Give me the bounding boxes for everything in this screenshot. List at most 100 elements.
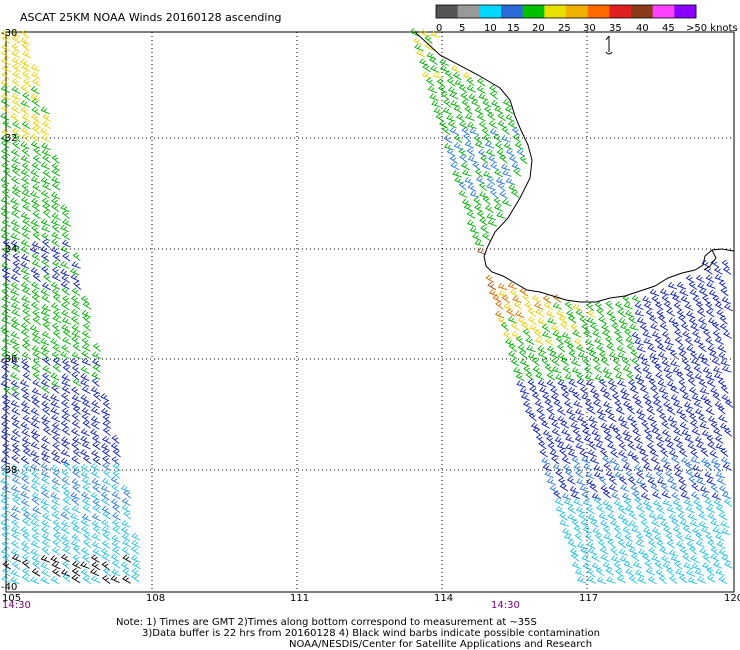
wind-barb-icon: [531, 357, 540, 367]
wind-barb-icon: [603, 428, 612, 437]
wind-barb-icon: [123, 510, 132, 520]
wind-barb-icon: [530, 422, 541, 431]
wind-barb-icon: [82, 575, 91, 584]
lat-lon-grid: [6, 32, 734, 592]
wind-barb-icon: [547, 345, 557, 354]
wind-barb-icon: [541, 357, 550, 367]
wind-barb-icon: [486, 182, 496, 191]
wind-barb-icon: [32, 350, 42, 359]
wind-barb-icon: [62, 336, 72, 345]
wind-barb-icon: [490, 162, 500, 171]
wind-barb-icon: [61, 436, 71, 445]
wind-barb-icon: [92, 364, 101, 373]
wind-barb-icon: [672, 294, 682, 303]
wind-barb-icon: [51, 497, 61, 506]
wind-barb-icon: [41, 400, 51, 409]
wind-barb-icon: [568, 386, 578, 395]
wind-barb-icon: [40, 450, 51, 458]
wind-barb-icon: [508, 154, 518, 164]
wind-barb-icon: [561, 331, 572, 339]
wind-barb-icon: [692, 295, 702, 305]
wind-barb-icon: [690, 419, 699, 429]
wind-barb-icon: [61, 344, 70, 353]
legend-swatch: [501, 5, 524, 18]
wind-barb-icon: [31, 330, 41, 339]
wind-barb-icon: [12, 496, 21, 506]
wind-barb-icon: [40, 561, 50, 570]
wind-barb-icon: [604, 434, 614, 444]
wind-barb-icon: [605, 336, 614, 345]
wind-barb-icon: [629, 323, 639, 331]
wind-barb-icon: [661, 294, 671, 304]
wind-barb-icon: [41, 120, 51, 129]
wind-barb-icon: [11, 406, 21, 416]
wind-barb-icon: [719, 315, 728, 325]
wind-barb-icon: [460, 161, 470, 171]
wind-barb-icon: [691, 562, 702, 570]
wind-barb-icon: [81, 399, 91, 408]
wind-barb-icon: [72, 405, 81, 415]
wind-barb-icon: [697, 575, 707, 584]
wind-barb-icon: [0, 134, 10, 143]
wind-barb-icon: [31, 492, 42, 500]
wind-barb-icon: [60, 245, 70, 254]
wind-barb-icon: [20, 155, 30, 164]
wind-barb-icon: [493, 133, 502, 143]
wind-barb-icon: [11, 105, 21, 114]
wind-barb-icon: [91, 358, 101, 367]
wind-barb-icon: [91, 513, 101, 522]
wind-barb-icon: [670, 359, 680, 367]
lon-label: 111: [290, 593, 309, 604]
wind-barb-icon: [576, 344, 586, 353]
wind-barb-icon: [10, 113, 20, 122]
wind-barb-icon: [20, 84, 30, 94]
wind-barb-icon: [705, 406, 715, 416]
wind-barb-icon: [81, 497, 91, 507]
wind-barb-icon: [70, 491, 80, 500]
wind-barb-icon: [588, 441, 597, 451]
wind-barb-icon: [497, 112, 506, 122]
wind-barb-icon: [22, 463, 32, 472]
wind-barb-icon: [10, 569, 20, 578]
wind-barb-icon: [499, 154, 508, 164]
wind-barb-icon: [472, 232, 482, 241]
wind-barb-icon: [92, 547, 102, 557]
lon-label: 105: [2, 593, 21, 604]
wind-barb-icon: [42, 512, 51, 522]
wind-barb-icon: [719, 422, 730, 431]
wind-barb-icon: [701, 259, 711, 268]
wind-barb-icon: [602, 329, 612, 338]
wind-barb-icon: [80, 561, 90, 569]
wind-barb-icon: [444, 70, 454, 79]
wind-barb-icon: [41, 330, 51, 339]
wind-barb-icon: [40, 498, 50, 506]
wind-barb-icon: [41, 349, 50, 359]
wind-barb-icon: [71, 441, 80, 451]
wind-barb-icon: [40, 576, 50, 585]
wind-barb-icon: [605, 567, 614, 576]
wind-barb-icon: [720, 384, 729, 394]
wind-barb-icon: [60, 204, 70, 213]
wind-barb-icon: [100, 407, 111, 416]
wind-barb-icon: [591, 492, 602, 500]
wind-barb-icon: [718, 279, 728, 289]
wind-barb-icon: [11, 162, 21, 171]
wind-barb-icon: [642, 295, 652, 303]
wind-barb-icon: [460, 92, 470, 101]
wind-barb-icon: [446, 148, 456, 157]
wind-barb-icon: [526, 344, 536, 353]
wind-barb-icon: [569, 486, 580, 494]
wind-barb-icon: [72, 484, 81, 493]
wind-barb-icon: [42, 169, 52, 178]
wind-barb-icon: [672, 525, 682, 535]
wind-barb-icon: [687, 442, 697, 451]
wind-barb-icon: [665, 344, 675, 352]
wind-barb-icon: [72, 378, 82, 387]
wind-barb-icon: [439, 58, 449, 66]
wind-barb-icon: [1, 182, 10, 192]
wind-barb-icon: [549, 350, 559, 359]
wind-barb-icon: [40, 127, 50, 136]
wind-barb-icon: [30, 246, 40, 255]
wind-barb-icon: [11, 351, 21, 360]
wind-barb-icon: [571, 456, 581, 465]
